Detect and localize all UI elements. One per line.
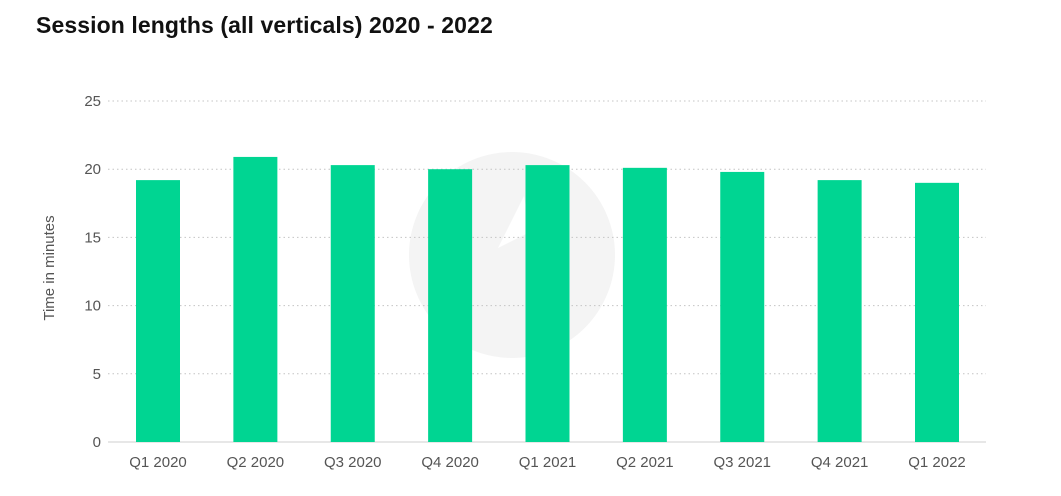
- x-tick-label: Q2 2021: [616, 454, 674, 471]
- y-axis-title: Time in minutes: [41, 215, 58, 320]
- x-axis-ticks: Q1 2020 Q2 2020 Q3 2020 Q4 2020 Q1 2021 Q2 20…: [129, 454, 966, 471]
- x-tick-label: Q1 2022: [908, 454, 966, 471]
- bar: [233, 156, 278, 442]
- bar: [622, 167, 667, 442]
- y-tick-label: 20: [84, 161, 101, 178]
- y-tick-label: 25: [84, 93, 101, 110]
- bar: [136, 180, 180, 442]
- x-tick-label: Q4 2021: [811, 454, 869, 471]
- y-tick-label: 15: [84, 229, 101, 246]
- bars: [136, 156, 959, 443]
- bar: [428, 169, 473, 442]
- bar: [817, 180, 862, 442]
- x-tick-label: Q1 2021: [519, 454, 577, 471]
- x-tick-label: Q3 2021: [713, 454, 771, 471]
- bar: [915, 182, 959, 442]
- x-tick-label: Q3 2020: [324, 454, 382, 471]
- bar: [525, 165, 570, 442]
- x-tick-label: Q4 2020: [421, 454, 479, 471]
- x-tick-label: Q2 2020: [227, 454, 285, 471]
- x-tick-label: Q1 2020: [129, 454, 187, 471]
- y-tick-label: 5: [93, 366, 101, 383]
- y-axis-ticks: 0 5 10 15 20 25: [84, 93, 101, 451]
- bar: [720, 171, 765, 443]
- bar: [330, 165, 375, 442]
- y-tick-label: 10: [84, 298, 101, 315]
- chart-title: Session lengths (all verticals) 2020 - 2…: [36, 12, 493, 38]
- y-tick-label: 0: [93, 434, 101, 451]
